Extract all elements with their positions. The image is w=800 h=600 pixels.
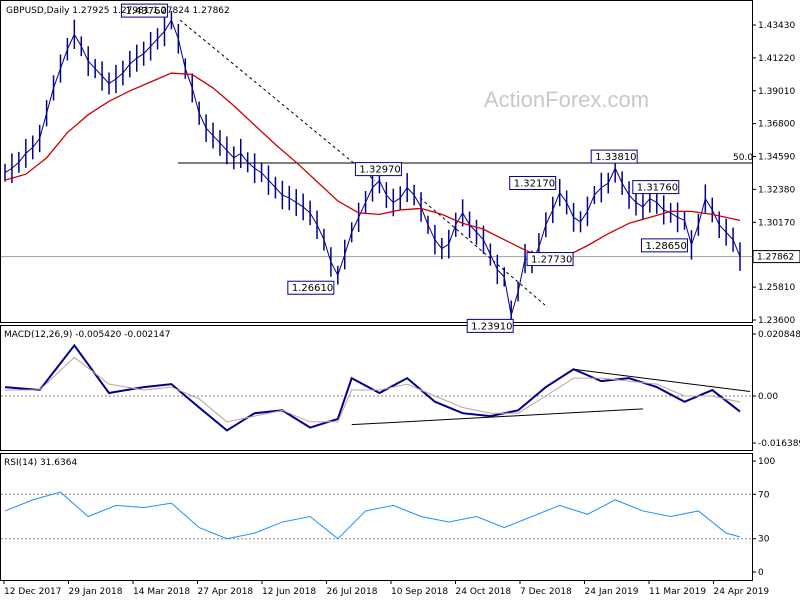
moving-average-line xyxy=(4,72,741,260)
x-tick-label: 12 Dec 2017 xyxy=(4,587,62,597)
y-tick-label: 1.30170 xyxy=(758,218,795,228)
annotation-box xyxy=(466,318,514,333)
x-tick-label: 24 Apr 2019 xyxy=(714,587,770,597)
annotation-box xyxy=(354,162,402,177)
rsi-header: RSI(14) 31.6364 xyxy=(4,458,77,468)
y-tick-label: 1.32380 xyxy=(758,185,795,195)
trendline-upper xyxy=(179,19,376,181)
y-tick-label: -0.016389 xyxy=(758,439,800,449)
annotation-box xyxy=(590,149,638,164)
macd-trendline-lower xyxy=(351,408,643,426)
y-tick-label: 1.43430 xyxy=(758,21,795,31)
main-panel-frame xyxy=(0,0,753,323)
annotation-box xyxy=(640,238,688,253)
x-tick-label: 11 Mar 2019 xyxy=(649,587,706,597)
rsi-y-axis: 100 70 30 0 xyxy=(752,457,775,578)
rsi-grid xyxy=(1,493,752,540)
macd-panel-frame xyxy=(0,325,753,451)
annotation-box xyxy=(509,176,557,191)
x-tick-label: 14 Mar 2018 xyxy=(133,587,190,597)
annotation-label: 1.32970 xyxy=(359,165,400,176)
annotation-box xyxy=(120,3,168,18)
signal-line xyxy=(5,356,741,423)
x-tick-label: 12 Jun 2018 xyxy=(262,587,316,597)
annotation-label: 1.43760 xyxy=(125,6,166,17)
y-tick-label: 1.23600 xyxy=(758,316,795,326)
annotation-label: 1.31760 xyxy=(637,183,678,194)
fib-50-label: 50.0 xyxy=(733,153,753,163)
y-tick-label: 1.34590 xyxy=(758,153,795,163)
price-line xyxy=(4,18,741,316)
x-tick-label: 29 Jan 2018 xyxy=(69,587,123,597)
y-tick-label: 0.00 xyxy=(758,392,778,402)
x-tick-label: 7 Dec 2018 xyxy=(520,587,572,597)
y-tick-label: 100 xyxy=(758,457,775,467)
annotation-label: 1.23910 xyxy=(471,321,512,332)
y-tick-label: 1.25810 xyxy=(758,283,795,293)
x-tick-label: 10 Sep 2018 xyxy=(391,587,448,597)
x-axis: 12 Dec 2017 29 Jan 2018 14 Mar 2018 27 Apr … xyxy=(3,580,770,597)
main-header: GBPUSD,Daily 1.27925 1.27981 1.27824 1.2… xyxy=(6,6,230,16)
y-tick-label: 0 xyxy=(758,568,764,578)
annotation-label: 1.32170 xyxy=(514,179,555,190)
x-tick-label: 26 Jul 2018 xyxy=(327,587,378,597)
annotation-label: 1.28650 xyxy=(645,241,686,252)
main-annotations: 1.43760 1.32970 1.26610 1.23910 1.27730 1.321… xyxy=(120,3,688,333)
x-tick-label: 24 Oct 2018 xyxy=(456,587,512,597)
annotation-box xyxy=(287,280,335,295)
main-levels: 50.0 1.27862 xyxy=(1,19,800,306)
macd-series xyxy=(4,343,751,432)
y-tick-label: 0.020848 xyxy=(758,330,800,340)
y-tick-label: 70 xyxy=(758,490,770,500)
y-tick-label: 1.39010 xyxy=(758,87,795,97)
main-y-axis: 1.43430 1.41220 1.39010 1.36800 1.34590 1.323… xyxy=(752,21,795,326)
annotation-label: 1.33810 xyxy=(595,152,636,163)
x-tick-label: 27 Apr 2018 xyxy=(198,587,254,597)
macd-line xyxy=(4,343,741,432)
rsi-line xyxy=(4,491,741,540)
macd-header: MACD(12,26,9) -0.005420 -0.002147 xyxy=(4,330,170,340)
rsi-series xyxy=(4,491,741,540)
x-tick-label: 24 Jan 2019 xyxy=(585,587,639,597)
price-tag-box xyxy=(752,250,800,264)
annotation-label: 1.26610 xyxy=(292,283,333,294)
price-tag-label: 1.27862 xyxy=(757,253,794,263)
macd-trendline-upper xyxy=(573,368,751,393)
macd-y-axis: 0.020848 0.00 -0.016389 xyxy=(752,330,800,449)
y-tick-label: 1.36800 xyxy=(758,120,795,130)
main-series xyxy=(4,10,741,331)
y-tick-label: 30 xyxy=(758,535,770,545)
annotation-box xyxy=(632,180,680,195)
y-tick-label: 1.41220 xyxy=(758,54,795,64)
annotation-label: 1.27730 xyxy=(531,255,572,266)
annotation-box xyxy=(526,252,574,267)
rsi-panel-frame xyxy=(0,453,753,581)
watermark: ActionForex.com xyxy=(484,87,649,112)
